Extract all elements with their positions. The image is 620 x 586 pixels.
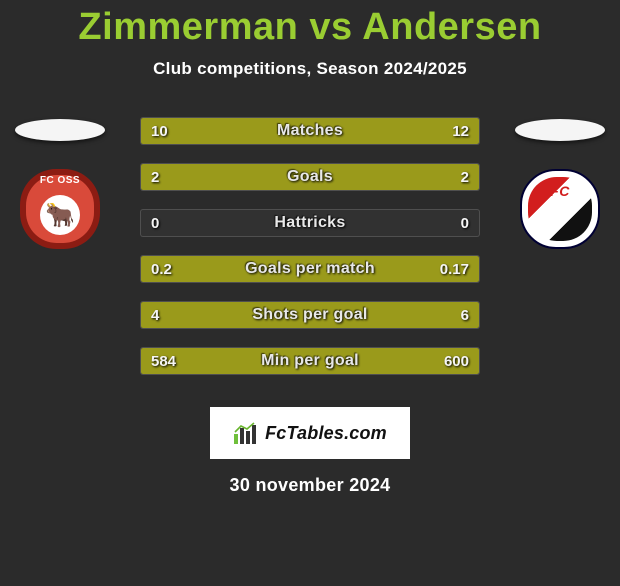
stat-row: Goals per match0.2 0.17 — [140, 255, 480, 283]
stat-label: Shots per goal — [141, 302, 479, 328]
stat-label: Min per goal — [141, 348, 479, 374]
team-right-slot: FC — [500, 99, 620, 249]
stat-value-left: 2 — [141, 164, 169, 190]
team-right-crest-text: FC — [522, 183, 598, 199]
stat-row: Min per goal584 600 — [140, 347, 480, 375]
comparison-stage: FC OSS 🐂 FC Matches1012Goals22Hattricks0… — [0, 99, 620, 399]
team-left-crest: FC OSS 🐂 — [20, 169, 100, 249]
stat-value-left: 10 — [141, 118, 178, 144]
stat-row: Goals2 2 — [140, 163, 480, 191]
stat-value-left: 0 — [141, 210, 169, 236]
stat-value-right: 12 — [442, 118, 479, 144]
fctables-icon — [233, 422, 259, 444]
stat-row: Shots per goal4 6 — [140, 301, 480, 329]
stat-value-right: 600 — [434, 348, 479, 374]
stat-value-left: 584 — [141, 348, 186, 374]
fctables-text: FcTables.com — [265, 423, 387, 444]
stat-value-left: 0.2 — [141, 256, 182, 282]
stat-label: Goals — [141, 164, 479, 190]
page-subtitle: Club competitions, Season 2024/2025 — [0, 59, 620, 79]
team-left-crest-icon: 🐂 — [40, 195, 80, 235]
team-right-crest: FC — [520, 169, 600, 249]
stat-value-right: 2 — [451, 164, 479, 190]
stat-label: Hattricks — [141, 210, 479, 236]
team-right-oval — [515, 119, 605, 141]
stat-row: Hattricks0 0 — [140, 209, 480, 237]
stat-label: Goals per match — [141, 256, 479, 282]
stat-label: Matches — [141, 118, 479, 144]
team-left-crest-text: FC OSS — [20, 175, 100, 186]
team-left-slot: FC OSS 🐂 — [0, 99, 120, 249]
stat-row: Matches10 12 — [140, 117, 480, 145]
stat-value-right: 0 — [451, 210, 479, 236]
branding-panel: FcTables.com — [210, 407, 410, 459]
stat-bars: Matches10 12 Goals2 2 Hattricks0 0 Goals per m… — [140, 117, 480, 393]
footer-date: 30 november 2024 — [0, 475, 620, 496]
page-title: Zimmerman vs Andersen — [0, 6, 620, 49]
team-left-oval — [15, 119, 105, 141]
stat-value-right: 6 — [451, 302, 479, 328]
stat-value-right: 0.17 — [430, 256, 479, 282]
stat-value-left: 4 — [141, 302, 169, 328]
